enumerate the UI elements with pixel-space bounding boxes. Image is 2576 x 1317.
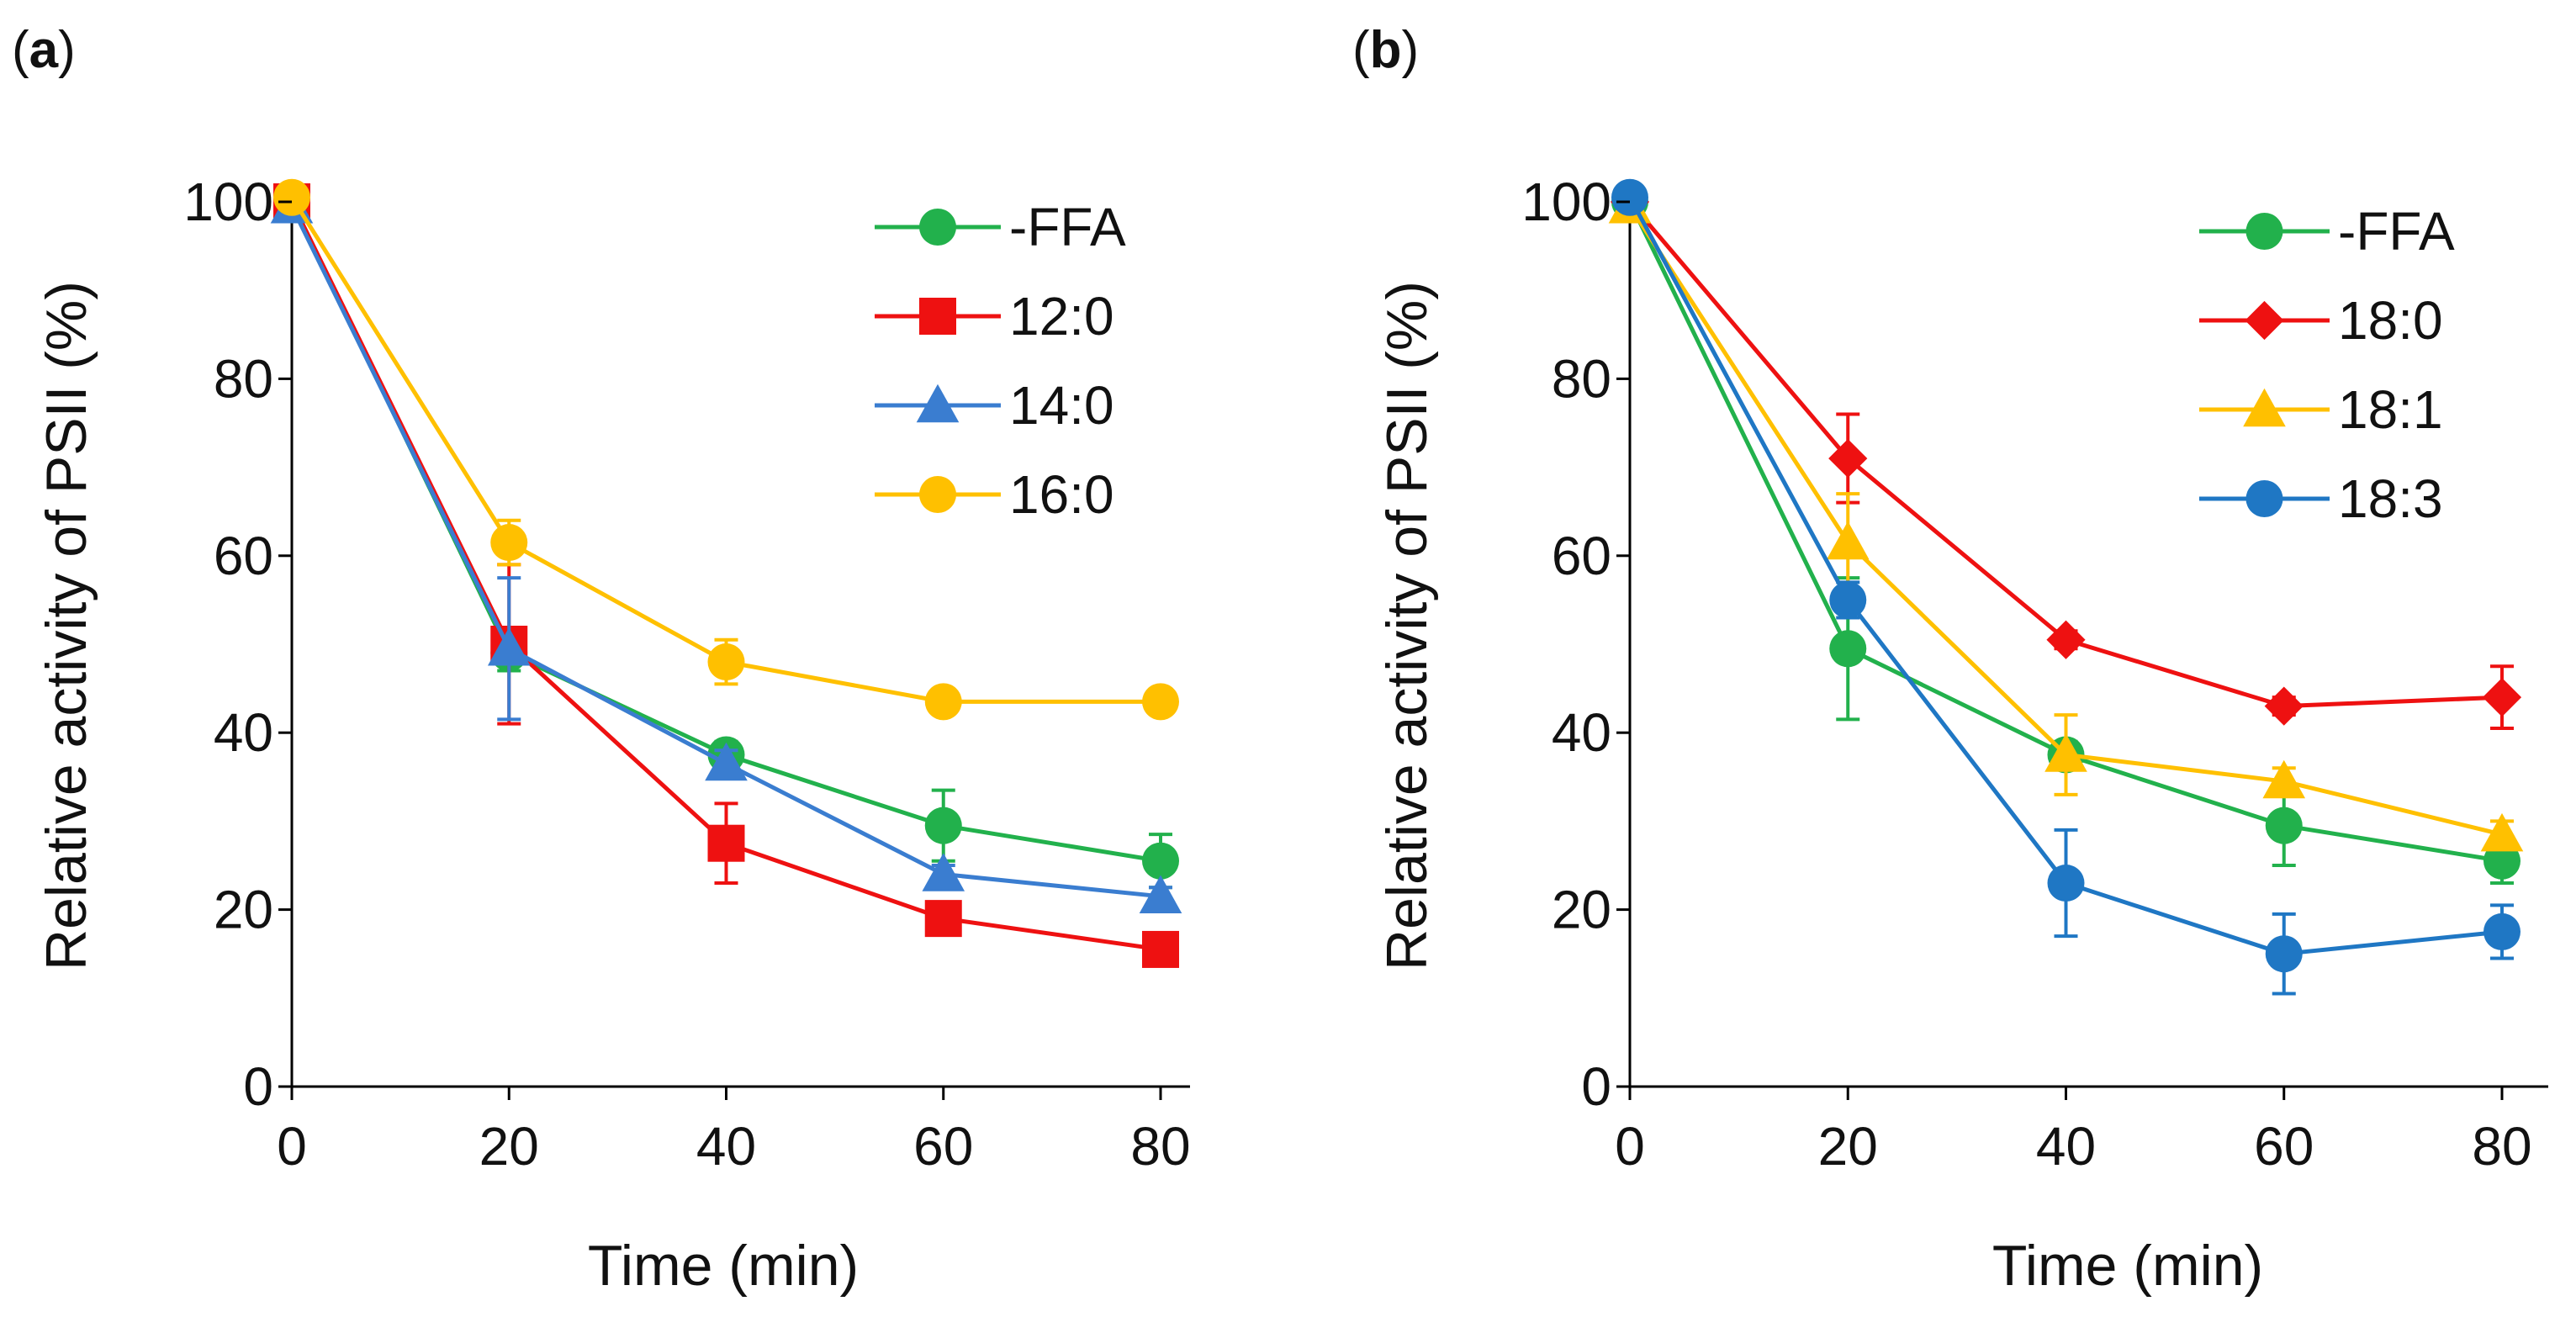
data-point <box>2044 733 2087 772</box>
data-point <box>924 900 962 938</box>
data-point <box>2483 842 2520 880</box>
x-tick-label: 80 <box>1130 1116 1190 1177</box>
legend-item: 16:0 <box>875 464 1114 525</box>
y-tick-label: 100 <box>1521 172 1611 232</box>
data-point <box>273 178 310 216</box>
panel-b-xlabel: Time (min) <box>1992 1234 2263 1298</box>
panel-a-xlabel: Time (min) <box>588 1234 859 1298</box>
x-tick-label: 40 <box>696 1116 756 1177</box>
series-140 <box>270 184 1182 914</box>
series-180 <box>1610 182 2522 730</box>
legend-label: 16:0 <box>1009 464 1114 525</box>
panel-a-ylabel: Relative activity of PSII (%) <box>34 281 98 971</box>
legend-marker <box>919 209 956 246</box>
series-160 <box>273 178 1179 721</box>
legend-item: 18:1 <box>2199 379 2443 440</box>
x-tick-label: 20 <box>1818 1116 1878 1177</box>
data-point <box>2483 912 2520 950</box>
series-183 <box>1611 178 2520 996</box>
legend-marker <box>2245 300 2284 341</box>
legend-marker <box>919 298 956 335</box>
y-tick-label: 0 <box>243 1056 273 1117</box>
legend-marker <box>2245 213 2283 250</box>
data-point <box>2264 686 2304 726</box>
data-point <box>1139 875 1182 914</box>
y-tick-label: 100 <box>183 172 273 232</box>
data-point <box>1828 438 1868 479</box>
panel-b-plot-area <box>1608 178 2524 996</box>
data-point <box>487 627 531 666</box>
data-point <box>2265 807 2303 844</box>
data-point <box>924 807 962 844</box>
series-181 <box>1608 184 2524 852</box>
y-tick-label: 40 <box>1552 702 1611 763</box>
legend-marker <box>916 383 960 423</box>
x-tick-label: 60 <box>2254 1116 2314 1177</box>
y-tick-label: 20 <box>214 880 273 940</box>
data-point <box>1829 630 1867 668</box>
legend-label: 18:0 <box>2338 290 2443 351</box>
data-point <box>922 853 965 891</box>
data-point <box>924 683 962 721</box>
data-point <box>2046 620 2086 659</box>
legend-item: 18:0 <box>2199 290 2443 351</box>
data-point <box>2265 935 2303 973</box>
data-point <box>707 824 745 862</box>
data-point <box>1142 930 1179 968</box>
legend-item: 12:0 <box>875 286 1114 346</box>
y-tick-label: 80 <box>214 348 273 409</box>
legend-label: -FFA <box>2338 201 2455 262</box>
series-FFA <box>1611 183 2520 886</box>
y-tick-label: 0 <box>1581 1056 1611 1117</box>
x-tick-label: 0 <box>1615 1116 1645 1177</box>
panel-a: (a) Relative activity of PSII (%) Time (… <box>12 21 1191 1298</box>
legend-item: 18:3 <box>2199 468 2443 529</box>
legend-label: 12:0 <box>1009 286 1114 346</box>
legend-item: 14:0 <box>875 375 1114 436</box>
legend-marker <box>2243 388 2286 427</box>
panel-a-legend: -FFA 12:0 14:0 16:0 <box>875 197 1126 525</box>
data-point <box>490 524 528 562</box>
panel-b: (b) Relative activity of PSII (%) Time (… <box>1352 21 2548 1298</box>
x-tick-label: 40 <box>2036 1116 2096 1177</box>
panel-b-ylabel: Relative activity of PSII (%) <box>1375 281 1439 971</box>
y-tick-label: 40 <box>214 702 273 763</box>
x-tick-label: 80 <box>2472 1116 2531 1177</box>
y-tick-label: 60 <box>1552 526 1611 586</box>
panel-b-label: (b) <box>1352 21 1419 79</box>
y-tick-label: 20 <box>1552 880 1611 940</box>
data-point <box>705 742 748 781</box>
data-point <box>2262 759 2306 799</box>
data-point <box>2482 678 2522 717</box>
y-tick-label: 60 <box>214 526 273 586</box>
data-point <box>1142 683 1179 721</box>
x-tick-label: 60 <box>913 1116 973 1177</box>
data-point <box>707 643 745 681</box>
data-point <box>1829 581 1867 619</box>
data-point <box>1142 842 1179 880</box>
data-point <box>1611 178 1648 216</box>
legend-marker <box>2245 480 2283 517</box>
legend-item: -FFA <box>2199 201 2455 262</box>
x-tick-label: 0 <box>277 1116 307 1177</box>
x-tick-label: 20 <box>479 1116 539 1177</box>
legend-label: 14:0 <box>1009 375 1114 436</box>
series-line <box>289 196 1161 704</box>
legend-label: -FFA <box>1009 197 1126 257</box>
y-tick-label: 80 <box>1552 348 1611 409</box>
data-point <box>2047 865 2085 902</box>
data-point <box>2480 812 2524 852</box>
legend-marker <box>919 476 956 513</box>
data-point <box>1826 521 1870 560</box>
panel-a-plot-area <box>270 178 1182 968</box>
panel-b-legend: -FFA 18:0 18:1 18:3 <box>2199 201 2455 529</box>
legend-item: -FFA <box>875 197 1126 257</box>
panel-a-label: (a) <box>12 21 76 79</box>
legend-label: 18:3 <box>2338 468 2443 529</box>
legend-label: 18:1 <box>2338 379 2443 440</box>
